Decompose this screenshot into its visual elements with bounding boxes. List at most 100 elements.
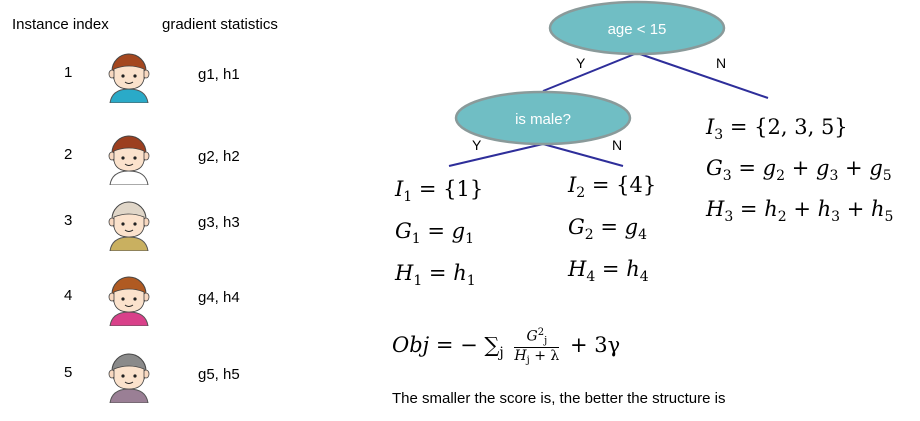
instance-index-header: Instance index [12,16,109,33]
formula-term: G [706,156,723,180]
leaf-2-stats: I2 = {4} G2 = g4 H4 = h4 [568,168,656,294]
formula-term: h [626,257,640,281]
formula-term: = {1} [412,177,484,201]
leaf-formula-line: H1 = h1 [395,256,483,298]
formula-subscript: 1 [413,273,423,289]
objective-tail: + 3γ [563,332,621,357]
formula-subscript: 1 [466,273,476,289]
formula-term: g [762,156,777,180]
formula-term: + [840,197,872,221]
frac-num-sub: j [544,335,548,347]
gradient-statistics-header: gradient statistics [162,16,278,33]
child-yes-label: Y [472,137,482,153]
formula-subscript: 2 [576,185,586,201]
instance-index: 5 [64,364,73,381]
leaf-3-stats: I3 = {2, 3, 5} G3 = g2 + g3 + g5 H3 = h2 +… [706,111,893,234]
frac-den: H [514,347,527,364]
instance-index: 1 [64,64,73,81]
frac-den-rest: + λ [529,347,560,364]
formula-subscript: 4 [638,227,648,243]
formula-term: G [395,219,412,243]
caption: The smaller the score is, the better the… [392,390,726,407]
gradient-stats: g1, h1 [198,66,240,83]
root-yes-label: Y [576,55,586,71]
formula-term: g [451,219,466,243]
sum-index: j [499,344,504,361]
instance-index: 3 [64,212,73,229]
leaf-formula-line: I1 = {1} [395,172,483,214]
formula-term: g [869,156,883,180]
formula-term: h [764,197,778,221]
formula-term: h [871,197,885,221]
old-woman-avatar [104,345,154,408]
formula-subscript: 3 [829,168,839,184]
formula-subscript: 2 [777,209,787,225]
formula-term: g [624,215,639,239]
formula-subscript: 1 [403,189,413,205]
formula-term: = [422,261,454,285]
gradient-stats: g4, h4 [198,289,240,306]
leaf-formula-line: H4 = h4 [568,252,656,294]
child-node [454,90,632,146]
gradient-stats: g5, h5 [198,366,240,383]
gradient-stats: g3, h3 [198,214,240,231]
formula-term: H [706,197,725,221]
child-node-label: is male? [515,111,571,128]
formula-term: I [395,177,404,201]
edge-child-no [542,143,624,167]
root-node-label: age < 15 [608,21,667,38]
edge-child-yes [448,143,544,167]
formula-term: I [568,173,577,197]
woman-avatar [104,268,154,331]
formula-subscript: 4 [639,269,649,285]
frac-num-sup: 2 [537,327,545,338]
leaf-formula-line: G3 = g2 + g3 + g5 [706,152,893,193]
formula-subscript: 5 [884,209,894,225]
gradient-stats: g2, h2 [198,148,240,165]
formula-term: I [706,115,715,139]
leaf-formula-line: G2 = g4 [568,210,656,252]
formula-subscript: 3 [714,127,724,143]
old-man-avatar [104,193,154,256]
formula-subscript: 1 [465,231,475,247]
formula-subscript: 4 [586,269,596,285]
edge-root-no [636,52,769,99]
formula-subscript: 2 [584,227,594,243]
formula-term: = [731,156,763,180]
instance-index: 2 [64,146,73,163]
root-node [548,0,726,56]
formula-subscript: 1 [411,231,421,247]
formula-term: = [593,215,625,239]
boy-avatar [104,45,154,108]
formula-subscript: 3 [831,209,841,225]
leaf-formula-line: H3 = h2 + h3 + h5 [706,193,893,234]
formula-term: = {2, 3, 5} [723,115,848,139]
formula-term: h [453,261,467,285]
formula-term: g [815,156,830,180]
formula-term: G [568,215,585,239]
leaf-formula-line: I3 = {2, 3, 5} [706,111,893,152]
objective-lhs: Obj = − ∑ [392,332,500,357]
formula-term: = [733,197,765,221]
formula-subscript: 3 [722,168,732,184]
leaf-formula-line: I2 = {4} [568,168,656,210]
formula-term: H [568,257,587,281]
fraction: G2j Hj + λ [514,327,560,366]
formula-term: + [838,156,870,180]
formula-term: = [595,257,627,281]
formula-term: = {4} [585,173,657,197]
formula-term: + [786,197,818,221]
formula-subscript: 3 [724,209,734,225]
frac-num: G [526,328,538,345]
formula-term: = [420,219,452,243]
child-no-label: N [612,137,622,153]
edge-root-yes [542,52,638,92]
formula-subscript: 5 [882,168,892,184]
formula-term: + [785,156,816,180]
instance-index: 4 [64,287,73,304]
formula-subscript: 2 [776,168,786,184]
leaf-1-stats: I1 = {1} G1 = g1 H1 = h1 [395,172,483,298]
root-no-label: N [716,55,726,71]
objective-formula: Obj = − ∑j G2j Hj + λ + 3γ [392,327,620,366]
